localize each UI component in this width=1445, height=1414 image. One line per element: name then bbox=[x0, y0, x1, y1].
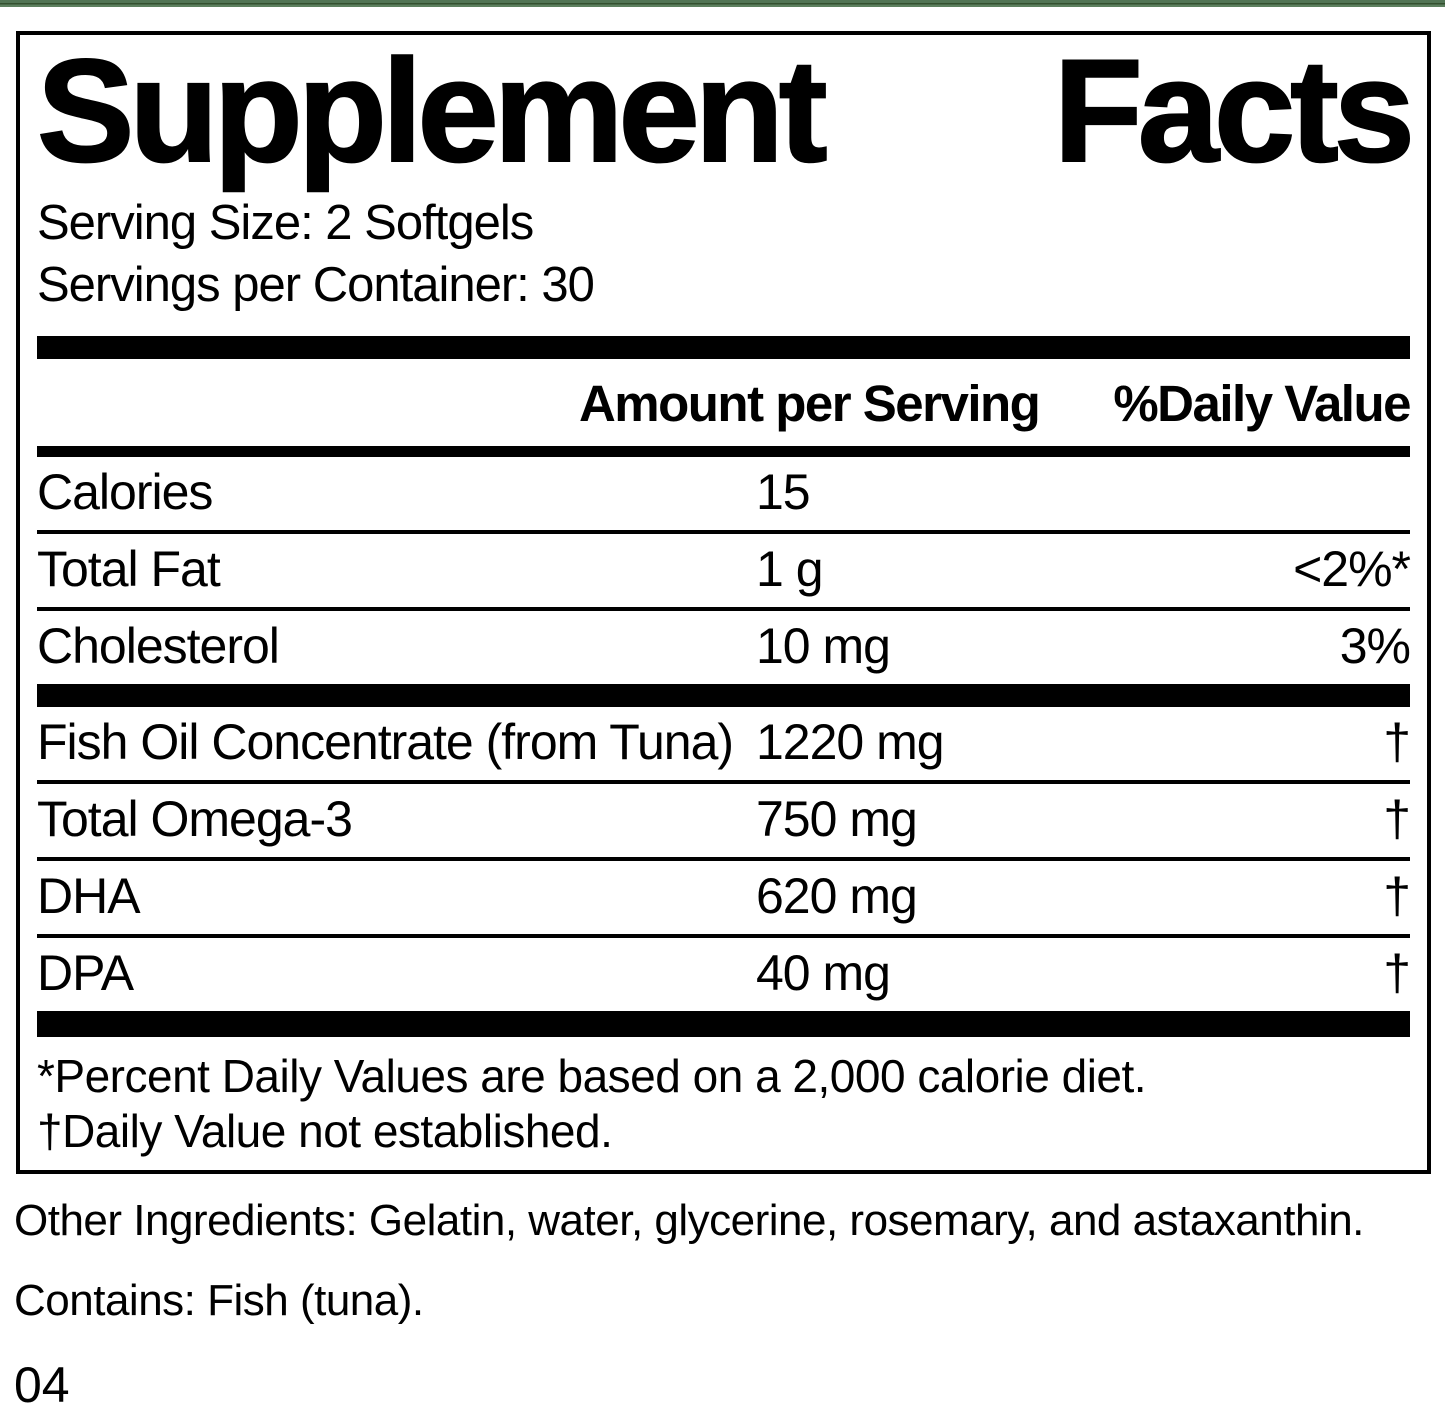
nutrient-daily-value-dagger: † bbox=[1383, 714, 1411, 771]
nutrient-amount: 15 bbox=[756, 464, 811, 521]
footnote-daily-value-not-established: †Daily Value not established. bbox=[37, 1104, 613, 1157]
nutrient-daily-value-dagger: † bbox=[1383, 945, 1411, 1002]
divider-bar-thick-middle bbox=[37, 684, 1410, 708]
table-row-total-omega-3: Total Omega-3 750 mg † bbox=[37, 784, 1411, 862]
nutrient-name: Calories bbox=[37, 464, 213, 521]
nutrient-daily-value: 3% bbox=[1339, 618, 1411, 675]
table-row-dpa: DPA 40 mg † bbox=[37, 938, 1411, 1011]
nutrient-amount: 10 mg bbox=[756, 618, 891, 675]
nutrient-name: Fish Oil Concentrate (from Tuna) bbox=[37, 714, 734, 771]
table-row-total-fat: Total Fat 1 g <2%* bbox=[37, 534, 1411, 612]
nutrient-name: Cholesterol bbox=[37, 618, 280, 675]
table-row-fish-oil-concentrate: Fish Oil Concentrate (from Tuna) 1220 mg… bbox=[37, 707, 1411, 785]
nutrient-daily-value-dagger: † bbox=[1383, 791, 1411, 848]
nutrient-amount: 40 mg bbox=[756, 945, 891, 1002]
table-row-calories: Calories 15 bbox=[37, 457, 1410, 535]
serving-info: Serving Size: 2 Softgels Servings per Co… bbox=[37, 192, 1410, 316]
below-panel-text: Other Ingredients: Gelatin, water, glyce… bbox=[14, 1196, 1445, 1414]
nutrient-amount: 1220 mg bbox=[756, 714, 945, 771]
panel-title: Supplement Facts bbox=[36, 29, 1416, 192]
divider-bar-thick-top bbox=[37, 336, 1410, 360]
divider-bar-medium bbox=[37, 446, 1410, 458]
page-number: 04 bbox=[14, 1356, 70, 1413]
footnotes: *Percent Daily Values are based on a 2,0… bbox=[37, 1037, 1410, 1162]
nutrient-daily-value-dagger: † bbox=[1383, 868, 1411, 925]
nutrient-name: Total Fat bbox=[37, 541, 221, 598]
panel-title-word-supplement: Supplement bbox=[36, 29, 829, 192]
panel-title-word-facts: Facts bbox=[1053, 29, 1416, 192]
column-header-amount-per-serving: Amount per Serving bbox=[578, 375, 1041, 433]
contains-allergen-line: Contains: Fish (tuna). bbox=[14, 1275, 424, 1325]
nutrient-name: DHA bbox=[37, 868, 141, 925]
nutrient-daily-value: <2%* bbox=[1293, 541, 1411, 598]
table-header-row: Amount per Serving %Daily Value bbox=[37, 359, 1412, 446]
serving-size-line: Serving Size: 2 Softgels bbox=[37, 195, 534, 250]
nutrient-amount: 620 mg bbox=[756, 868, 918, 925]
nutrient-name: DPA bbox=[37, 945, 134, 1002]
column-header-daily-value: %Daily Value bbox=[1113, 375, 1411, 433]
servings-per-container-line: Servings per Container: 30 bbox=[37, 258, 595, 313]
top-edge-strip bbox=[0, 0, 1445, 7]
divider-bar-thick-bottom bbox=[37, 1011, 1410, 1038]
table-row-cholesterol: Cholesterol 10 mg 3% bbox=[37, 611, 1411, 684]
other-ingredients-line: Other Ingredients: Gelatin, water, glyce… bbox=[14, 1195, 1364, 1245]
footnote-percent-daily-values: *Percent Daily Values are based on a 2,0… bbox=[37, 1050, 1147, 1103]
supplement-facts-panel: Supplement Facts Serving Size: 2 Softgel… bbox=[16, 31, 1431, 1174]
nutrient-name: Total Omega-3 bbox=[37, 791, 353, 848]
nutrient-amount: 750 mg bbox=[756, 791, 918, 848]
nutrient-amount: 1 g bbox=[756, 541, 824, 598]
table-row-dha: DHA 620 mg † bbox=[37, 861, 1411, 939]
